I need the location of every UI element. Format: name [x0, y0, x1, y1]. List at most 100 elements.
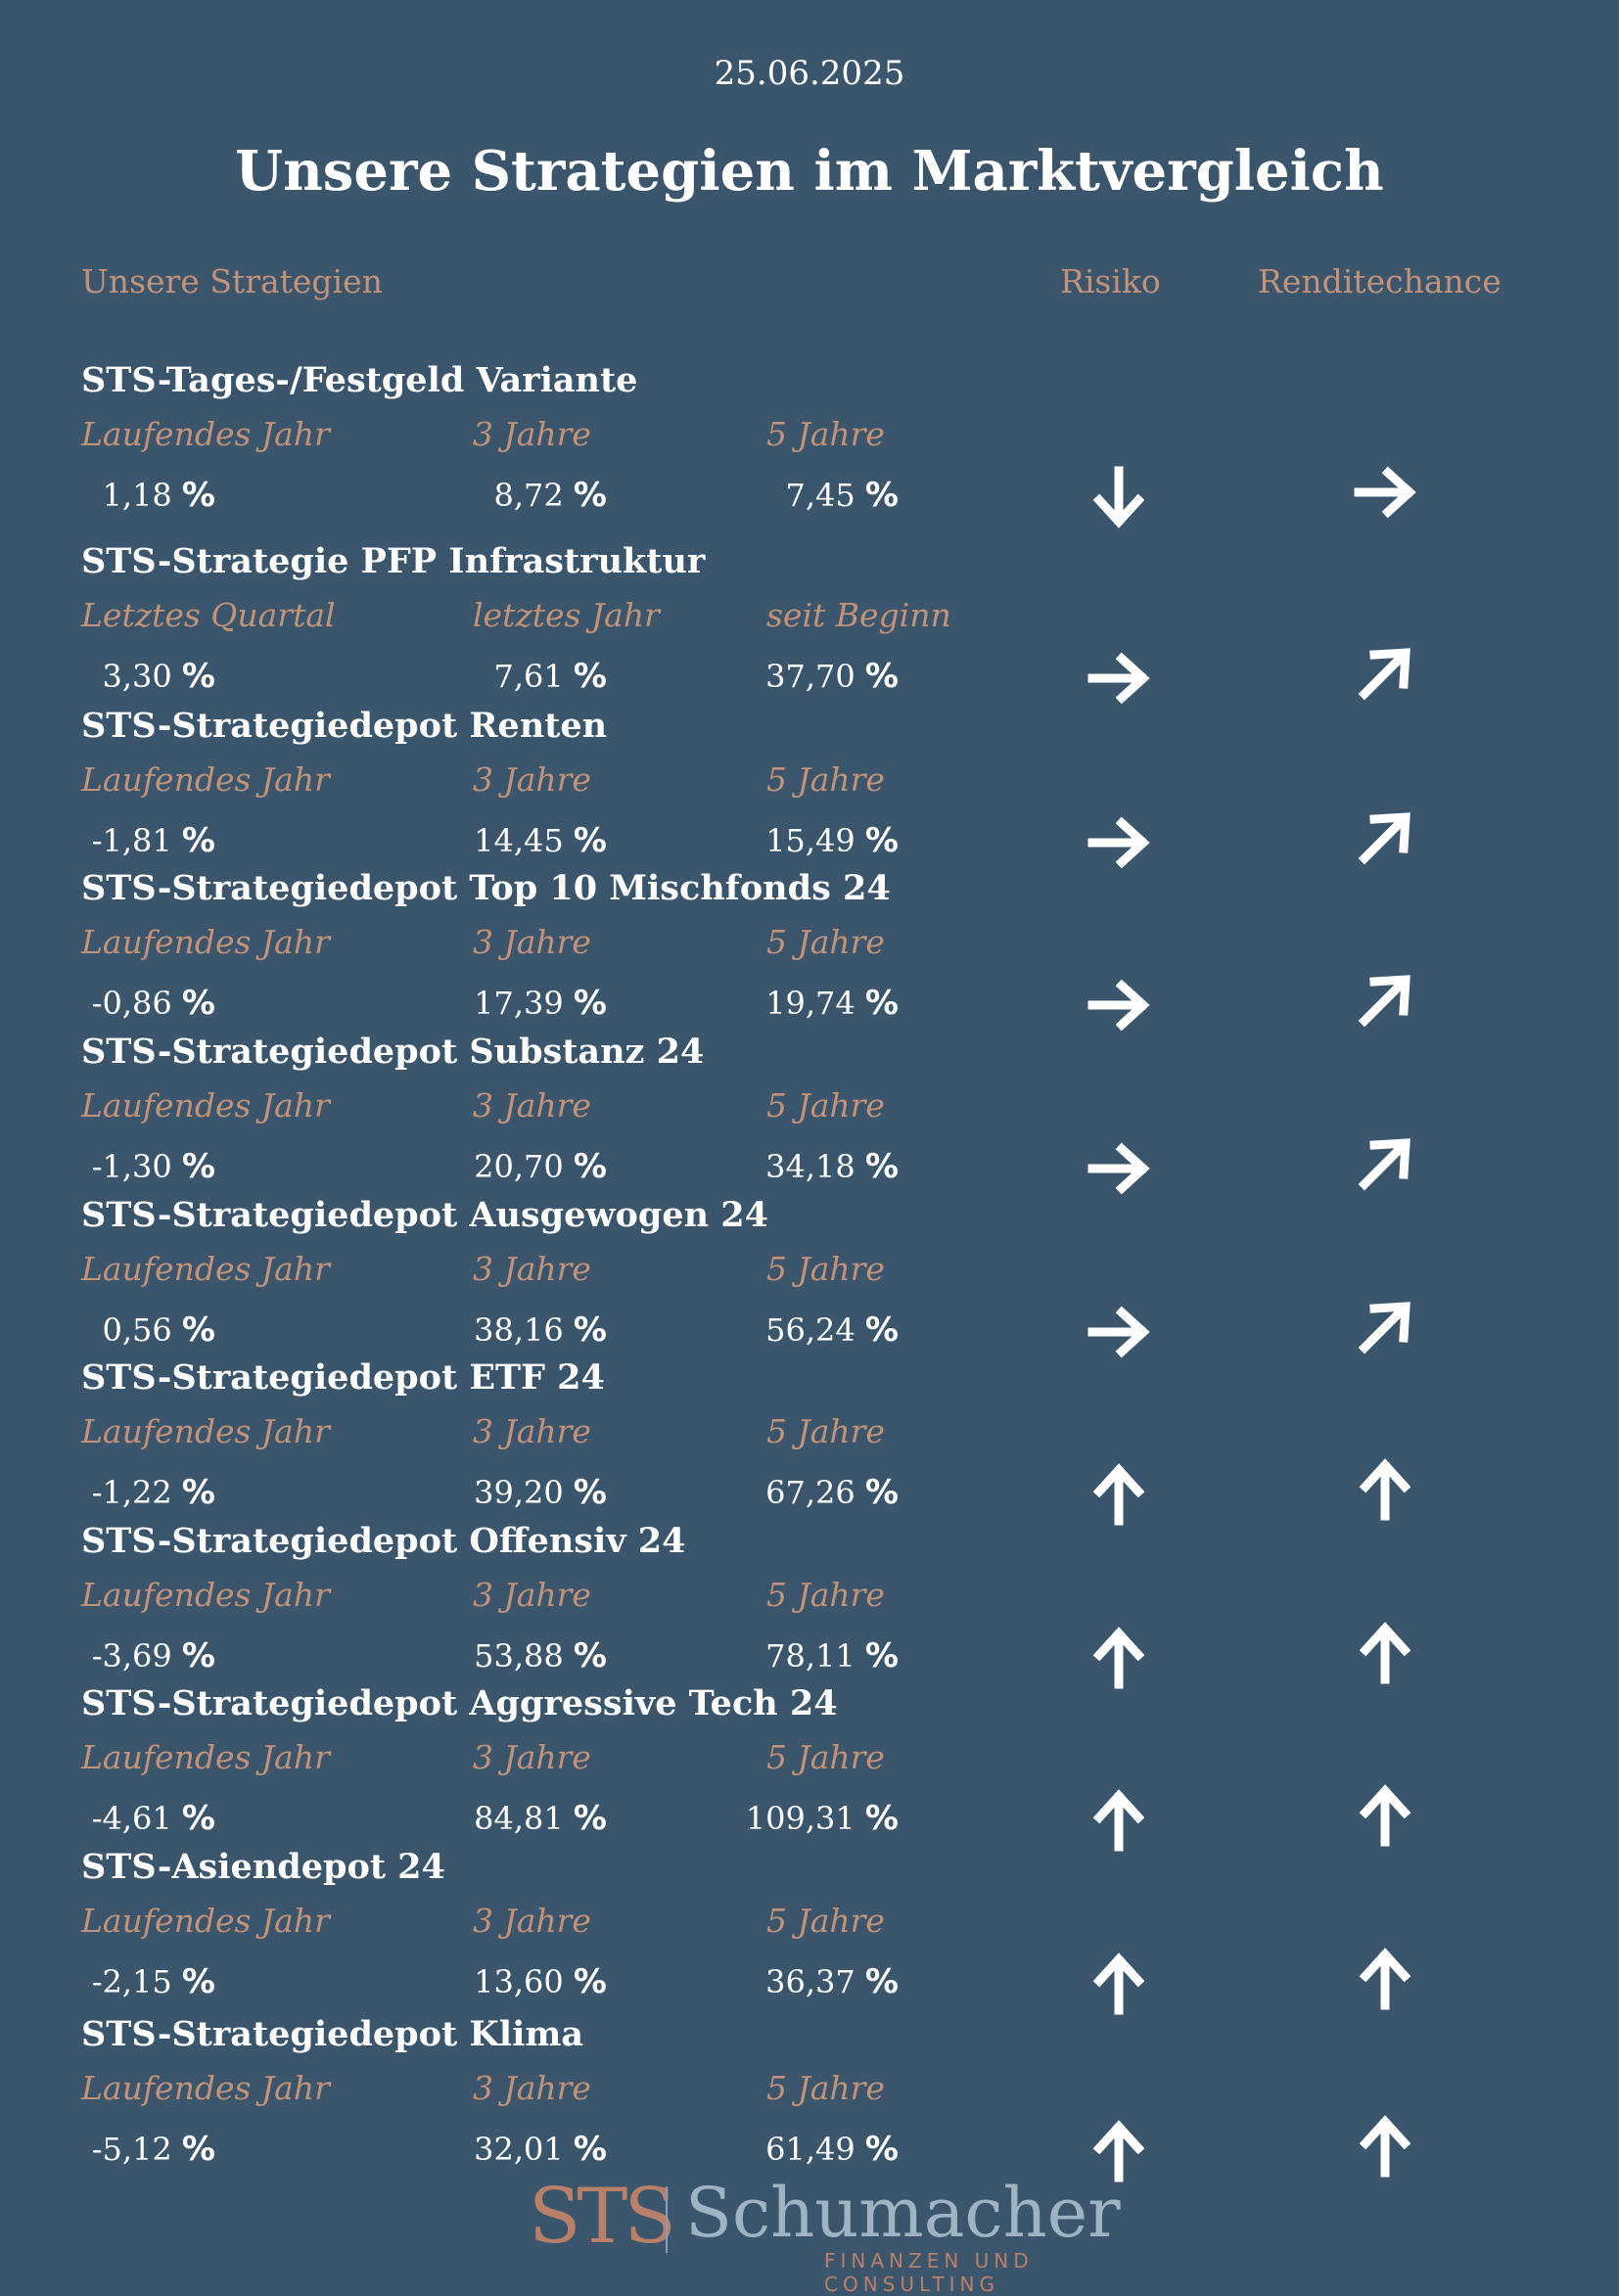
arrow-up-icon	[1092, 1952, 1145, 2015]
value-number: -1,22	[91, 1474, 172, 1511]
percent-sign: %	[864, 476, 899, 515]
value-number: -2,15	[91, 1963, 172, 2000]
arrow-up-icon	[1359, 1784, 1411, 1847]
value-number: 38,16	[474, 1311, 564, 1349]
percent-sign: %	[181, 1799, 215, 1838]
value-number: 3,30	[102, 658, 172, 695]
arrow-right-icon	[1354, 466, 1416, 519]
strategy-name: STS-Strategiedepot Renten	[81, 706, 608, 746]
period-value: 8,72 %	[450, 476, 608, 515]
strategy-row: STS-Strategiedepot Renten Laufendes Jahr -…	[0, 706, 1619, 869]
period-label: Laufendes Jahr	[81, 1086, 330, 1125]
value-number: 8,72	[493, 477, 564, 514]
header-strategies: Unsere Strategien	[81, 262, 383, 300]
percent-sign: %	[181, 821, 215, 860]
strategy-name: STS-Strategiedepot Top 10 Mischfonds 24	[81, 868, 891, 908]
period-value: 17,39 %	[450, 984, 607, 1023]
header-risk: Risiko	[1060, 262, 1161, 300]
value-number: 1,18	[102, 477, 172, 514]
return-indicator	[1351, 966, 1419, 1034]
arrow-down-icon	[1092, 466, 1145, 528]
period-label: Laufendes Jahr	[81, 1250, 330, 1288]
period-label: 3 Jahre	[473, 1412, 591, 1450]
percent-sign: %	[864, 657, 899, 696]
value-number: 13,60	[474, 1963, 564, 2000]
value-number: 109,31	[745, 1800, 856, 1837]
percent-sign: %	[864, 821, 899, 860]
value-number: 39,20	[474, 1474, 564, 1511]
period-value: 15,49 %	[742, 821, 899, 860]
period-label: 5 Jahre	[766, 1086, 885, 1125]
percent-sign: %	[181, 2130, 215, 2169]
arrow-right-icon	[1087, 652, 1150, 705]
period-label: Laufendes Jahr	[81, 1902, 330, 1940]
period-label: 5 Jahre	[766, 1576, 885, 1614]
value-number: -1,30	[91, 1148, 172, 1185]
value-number: 34,18	[765, 1148, 856, 1185]
value-number: 61,49	[765, 2131, 856, 2168]
value-number: 7,45	[785, 477, 856, 514]
arrow-right-icon	[1087, 1306, 1150, 1358]
value-number: 37,70	[765, 658, 856, 695]
risk-indicator	[1085, 463, 1153, 531]
percent-sign: %	[573, 476, 607, 515]
percent-sign: %	[864, 1310, 899, 1350]
risk-indicator	[1085, 1134, 1153, 1203]
return-indicator	[1351, 1293, 1419, 1361]
strategy-row: STS-Strategiedepot Klima Laufendes Jahr -5…	[0, 2014, 1619, 2182]
arrow-up-right-icon	[1358, 648, 1411, 701]
value-number: 20,70	[474, 1148, 564, 1185]
value-number: -0,86	[91, 985, 172, 1022]
period-value: 20,70 %	[450, 1147, 607, 1186]
risk-indicator	[1085, 2117, 1153, 2185]
value-number: 53,88	[474, 1637, 564, 1675]
percent-sign: %	[181, 1310, 215, 1350]
return-indicator	[1351, 1455, 1419, 1524]
percent-sign: %	[864, 1147, 899, 1186]
percent-sign: %	[181, 476, 215, 515]
period-value: -5,12 %	[59, 2130, 215, 2169]
value-number: 0,56	[102, 1311, 172, 1349]
risk-indicator	[1085, 808, 1153, 877]
percent-sign: %	[864, 1473, 899, 1512]
arrow-right-icon	[1087, 1142, 1150, 1195]
return-indicator	[1351, 1129, 1419, 1198]
arrow-up-icon	[1359, 2115, 1411, 2178]
percent-sign: %	[864, 1962, 899, 2001]
logo-divider	[666, 2186, 668, 2253]
arrow-up-icon	[1092, 2120, 1145, 2182]
arrow-up-right-icon	[1358, 1302, 1411, 1355]
period-label: 3 Jahre	[473, 1250, 591, 1288]
strategy-name: STS-Strategiedepot Klima	[81, 2014, 584, 2054]
arrow-up-icon	[1359, 1622, 1411, 1684]
percent-sign: %	[864, 2130, 899, 2169]
period-label: 5 Jahre	[766, 2069, 885, 2107]
period-value: 53,88 %	[450, 1636, 607, 1676]
percent-sign: %	[864, 984, 899, 1023]
period-label: 3 Jahre	[473, 760, 591, 799]
period-value: 7,45 %	[742, 476, 900, 515]
period-value: 0,56 %	[59, 1310, 216, 1350]
period-label: seit Beginn	[766, 596, 951, 634]
percent-sign: %	[181, 1473, 215, 1512]
arrow-up-icon	[1359, 1948, 1411, 2010]
period-label: 3 Jahre	[473, 2069, 591, 2107]
value-number: -5,12	[91, 2131, 172, 2168]
arrow-up-icon	[1092, 1627, 1145, 1689]
period-value: -1,22 %	[59, 1473, 215, 1512]
period-value: 7,61 %	[450, 657, 608, 696]
arrow-up-right-icon	[1358, 1138, 1411, 1191]
return-indicator	[1351, 639, 1419, 708]
period-label: 3 Jahre	[473, 923, 591, 961]
period-value: -3,69 %	[59, 1636, 215, 1676]
period-value: 3,30 %	[59, 657, 216, 696]
strategy-name: STS-Strategiedepot Offensiv 24	[81, 1521, 686, 1561]
period-value: -1,81 %	[59, 821, 215, 860]
value-number: 14,45	[474, 822, 564, 859]
strategy-row: STS-Tages-/Festgeld Variante Laufendes Ja…	[0, 360, 1619, 528]
strategy-name: STS-Strategiedepot Aggressive Tech 24	[81, 1683, 838, 1723]
strategy-name: STS-Strategiedepot Substanz 24	[81, 1032, 705, 1072]
percent-sign: %	[573, 984, 607, 1023]
period-label: 3 Jahre	[473, 1576, 591, 1614]
strategy-row: STS-Strategie PFP Infrastruktur Letztes Q…	[0, 541, 1619, 705]
